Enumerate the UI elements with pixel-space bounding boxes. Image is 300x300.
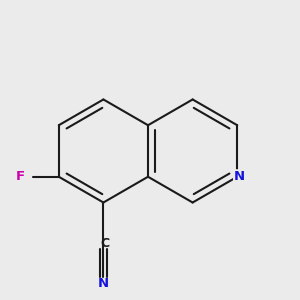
Text: N: N (234, 170, 245, 183)
Text: F: F (16, 170, 25, 183)
Text: C: C (100, 237, 110, 250)
Text: N: N (98, 277, 109, 290)
